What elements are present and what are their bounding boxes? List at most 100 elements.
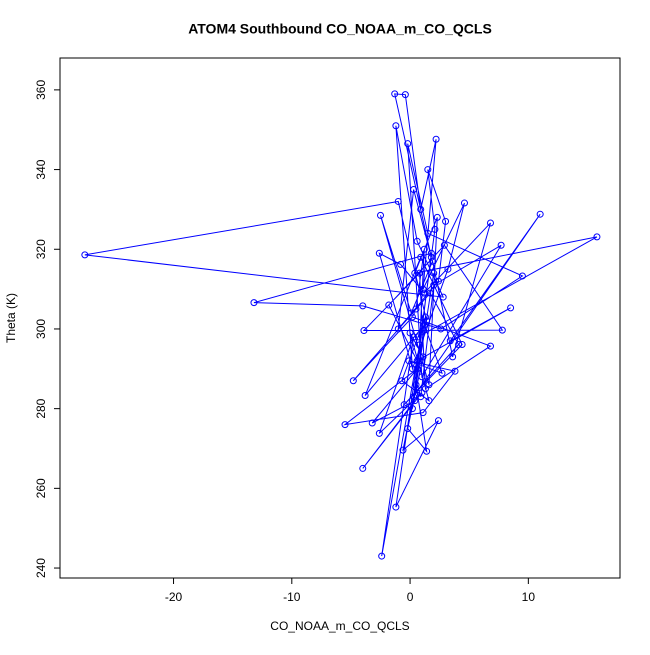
plot-frame — [59, 57, 621, 579]
data-point — [410, 185, 418, 193]
data-point — [361, 392, 369, 400]
data-point — [427, 253, 435, 261]
data-point — [394, 325, 402, 333]
data-point — [424, 166, 432, 174]
data-point — [442, 217, 450, 225]
data-point — [423, 317, 431, 325]
data-point — [421, 313, 429, 321]
data-point — [426, 289, 434, 297]
y-tick-label: 260 — [34, 478, 48, 498]
data-point — [451, 367, 459, 375]
data-point — [432, 135, 440, 143]
data-point — [486, 219, 494, 227]
data-point — [420, 245, 428, 253]
data-point — [359, 302, 367, 310]
data-point — [417, 253, 425, 261]
y-tick-label: 360 — [34, 80, 48, 100]
data-point — [497, 241, 505, 249]
data-point — [411, 397, 419, 405]
data-point — [377, 211, 385, 219]
data-point — [455, 340, 463, 348]
data-point — [405, 357, 413, 365]
data-point — [418, 373, 426, 381]
data-point — [424, 229, 432, 237]
data-point — [518, 272, 526, 280]
data-point — [498, 326, 506, 334]
data-point — [407, 309, 415, 317]
data-point — [419, 353, 427, 361]
data-point — [486, 342, 494, 350]
data-point — [397, 260, 405, 268]
data-point — [406, 329, 414, 337]
data-line — [84, 93, 598, 557]
data-point — [416, 341, 424, 349]
data-point — [359, 464, 367, 472]
data-point — [413, 357, 421, 365]
data-point — [404, 140, 412, 148]
data-point — [411, 269, 419, 277]
data-point — [439, 293, 447, 301]
data-point — [413, 237, 421, 245]
y-tick-label: 240 — [34, 558, 48, 578]
data-point — [399, 446, 407, 454]
data-point — [423, 447, 431, 455]
data-point — [427, 249, 435, 257]
data-point — [414, 333, 422, 341]
data-point — [417, 393, 425, 401]
data-point — [401, 91, 409, 99]
data-point — [400, 401, 408, 409]
data-point — [392, 503, 400, 511]
data-point — [431, 225, 439, 233]
y-tick-label: 320 — [34, 239, 48, 259]
data-point — [536, 210, 544, 218]
data-point — [391, 90, 399, 98]
data-point — [408, 313, 416, 321]
y-tick-label: 300 — [34, 319, 48, 339]
data-point — [417, 205, 425, 213]
data-point — [444, 265, 452, 273]
x-tick-label: 0 — [407, 590, 414, 604]
data-point — [368, 419, 376, 427]
data-point — [430, 281, 438, 289]
data-point — [360, 327, 368, 335]
x-tick-label: -10 — [283, 590, 301, 604]
data-point — [375, 429, 383, 437]
data-point — [413, 365, 421, 373]
data-point — [341, 421, 349, 429]
data-point — [446, 337, 454, 345]
x-axis-label: CO_NOAA_m_CO_QCLS — [270, 619, 409, 633]
data-point — [378, 552, 386, 560]
data-point — [418, 389, 426, 397]
x-tick-label: -20 — [165, 590, 183, 604]
data-point — [429, 257, 437, 265]
data-point — [433, 213, 441, 221]
data-point — [410, 333, 418, 341]
data-point — [408, 405, 416, 413]
data-point — [416, 269, 424, 277]
data-point — [458, 340, 466, 348]
data-point — [81, 251, 89, 259]
chart-title: ATOM4 Southbound CO_NOAA_m_CO_QCLS — [188, 21, 492, 37]
data-point — [440, 241, 448, 249]
data-point — [412, 381, 420, 389]
data-point — [419, 409, 427, 417]
data-point — [434, 277, 442, 285]
data-point — [410, 393, 418, 401]
data-point — [385, 301, 393, 309]
data-point — [449, 353, 457, 361]
data-point — [349, 377, 357, 385]
data-point — [507, 304, 515, 312]
data-point — [437, 325, 445, 333]
data-point — [434, 417, 442, 425]
y-axis-label: Theta (K) — [4, 293, 18, 343]
y-tick-label: 280 — [34, 398, 48, 418]
data-point — [412, 305, 420, 313]
y-tick-label: 340 — [34, 159, 48, 179]
data-point — [460, 199, 468, 207]
data-point — [408, 365, 416, 373]
data-point — [394, 197, 402, 205]
x-tick-label: 10 — [522, 590, 536, 604]
data-point — [425, 397, 433, 405]
data-point — [421, 385, 429, 393]
